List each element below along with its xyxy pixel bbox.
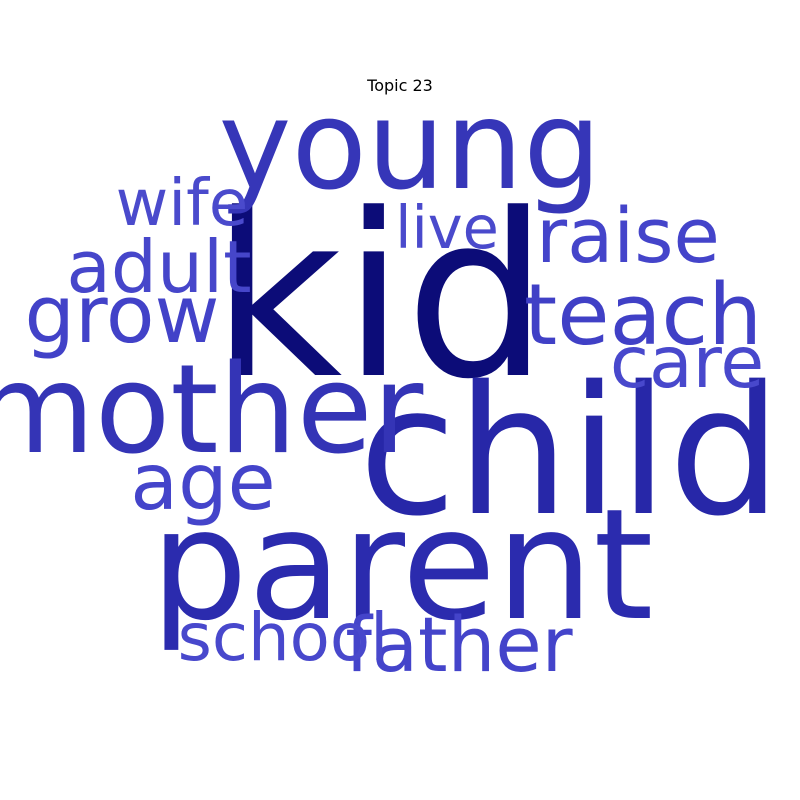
word-young: young	[219, 75, 602, 218]
chart-title: Topic 23	[367, 76, 433, 95]
word-grow: grow	[25, 268, 220, 361]
word-school: school	[178, 599, 389, 676]
word-wife: wife	[116, 166, 249, 241]
word-parent: parent	[151, 477, 654, 655]
word-kid: kid	[211, 166, 548, 429]
word-age: age	[130, 438, 275, 528]
word-child: child	[359, 349, 782, 556]
word-care: care	[610, 321, 764, 404]
word-adult: adult	[66, 226, 251, 310]
word-father: father	[345, 601, 572, 689]
word-mother: mother	[0, 339, 424, 482]
word-live: live	[395, 193, 499, 262]
word-raise: raise	[536, 192, 720, 280]
word-teach: teach	[524, 266, 762, 365]
